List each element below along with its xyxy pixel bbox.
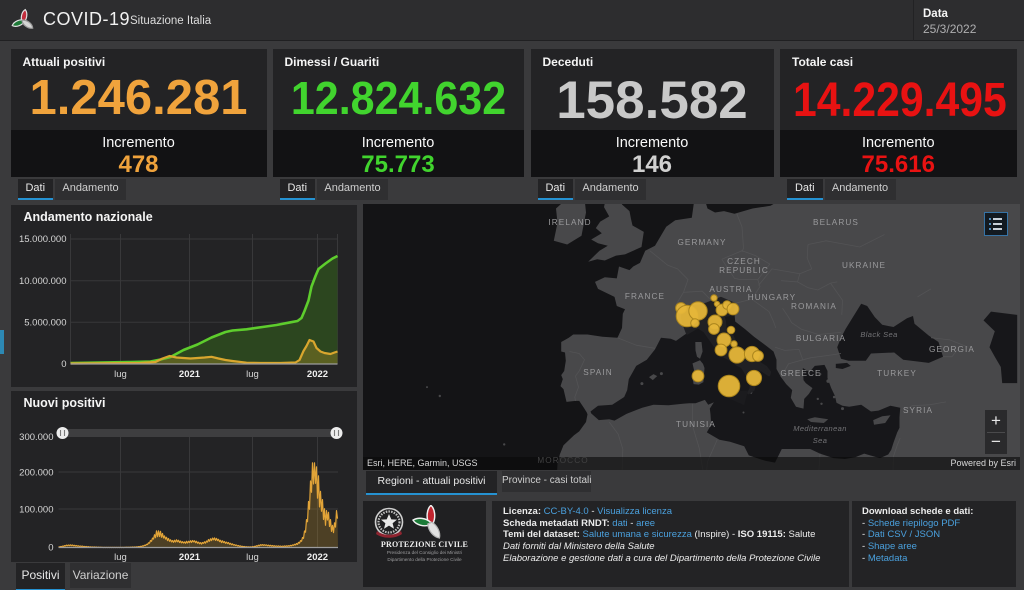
svg-text:lug: lug [246,369,259,380]
svg-text:GEORGIA: GEORGIA [929,345,975,354]
svg-text:CZECH: CZECH [727,257,761,266]
svg-text:AUSTRIA: AUSTRIA [709,285,752,294]
svg-text:lug: lug [114,369,127,380]
svg-text:IRELAND: IRELAND [548,218,591,227]
svg-text:SYRIA: SYRIA [903,406,933,415]
svg-text:lug: lug [114,552,127,562]
svg-text:GERMANY: GERMANY [677,238,726,247]
svg-text:BULGARIA: BULGARIA [796,334,846,343]
svg-text:0: 0 [48,543,53,554]
svg-text:300.000: 300.000 [19,432,53,443]
svg-text:2021: 2021 [178,552,200,562]
svg-text:Black Sea: Black Sea [860,330,897,339]
svg-text:BELARUS: BELARUS [813,218,859,227]
svg-text:TUNISIA: TUNISIA [676,420,716,429]
svg-text:Mediterranean: Mediterranean [793,424,847,433]
svg-text:10.000.000: 10.000.000 [18,276,66,287]
svg-text:ROMANIA: ROMANIA [791,302,837,311]
svg-text:FRANCE: FRANCE [625,292,665,301]
svg-text:REPUBLIC: REPUBLIC [719,266,769,275]
svg-text:100.000: 100.000 [19,505,53,516]
svg-text:0: 0 [61,359,66,370]
svg-text:UKRAINE: UKRAINE [842,261,886,270]
svg-text:Sea: Sea [813,436,828,445]
svg-text:2021: 2021 [178,369,200,380]
svg-text:15.000.000: 15.000.000 [18,234,66,245]
svg-text:2022: 2022 [306,369,327,380]
svg-text:SPAIN: SPAIN [583,368,612,377]
svg-text:HUNGARY: HUNGARY [748,293,797,302]
svg-text:200.000: 200.000 [19,468,53,479]
svg-text:lug: lug [246,552,259,562]
svg-text:GREECE: GREECE [780,369,821,378]
svg-text:TURKEY: TURKEY [877,369,917,378]
svg-text:2022: 2022 [306,552,327,562]
svg-text:5.000.000: 5.000.000 [24,318,66,329]
